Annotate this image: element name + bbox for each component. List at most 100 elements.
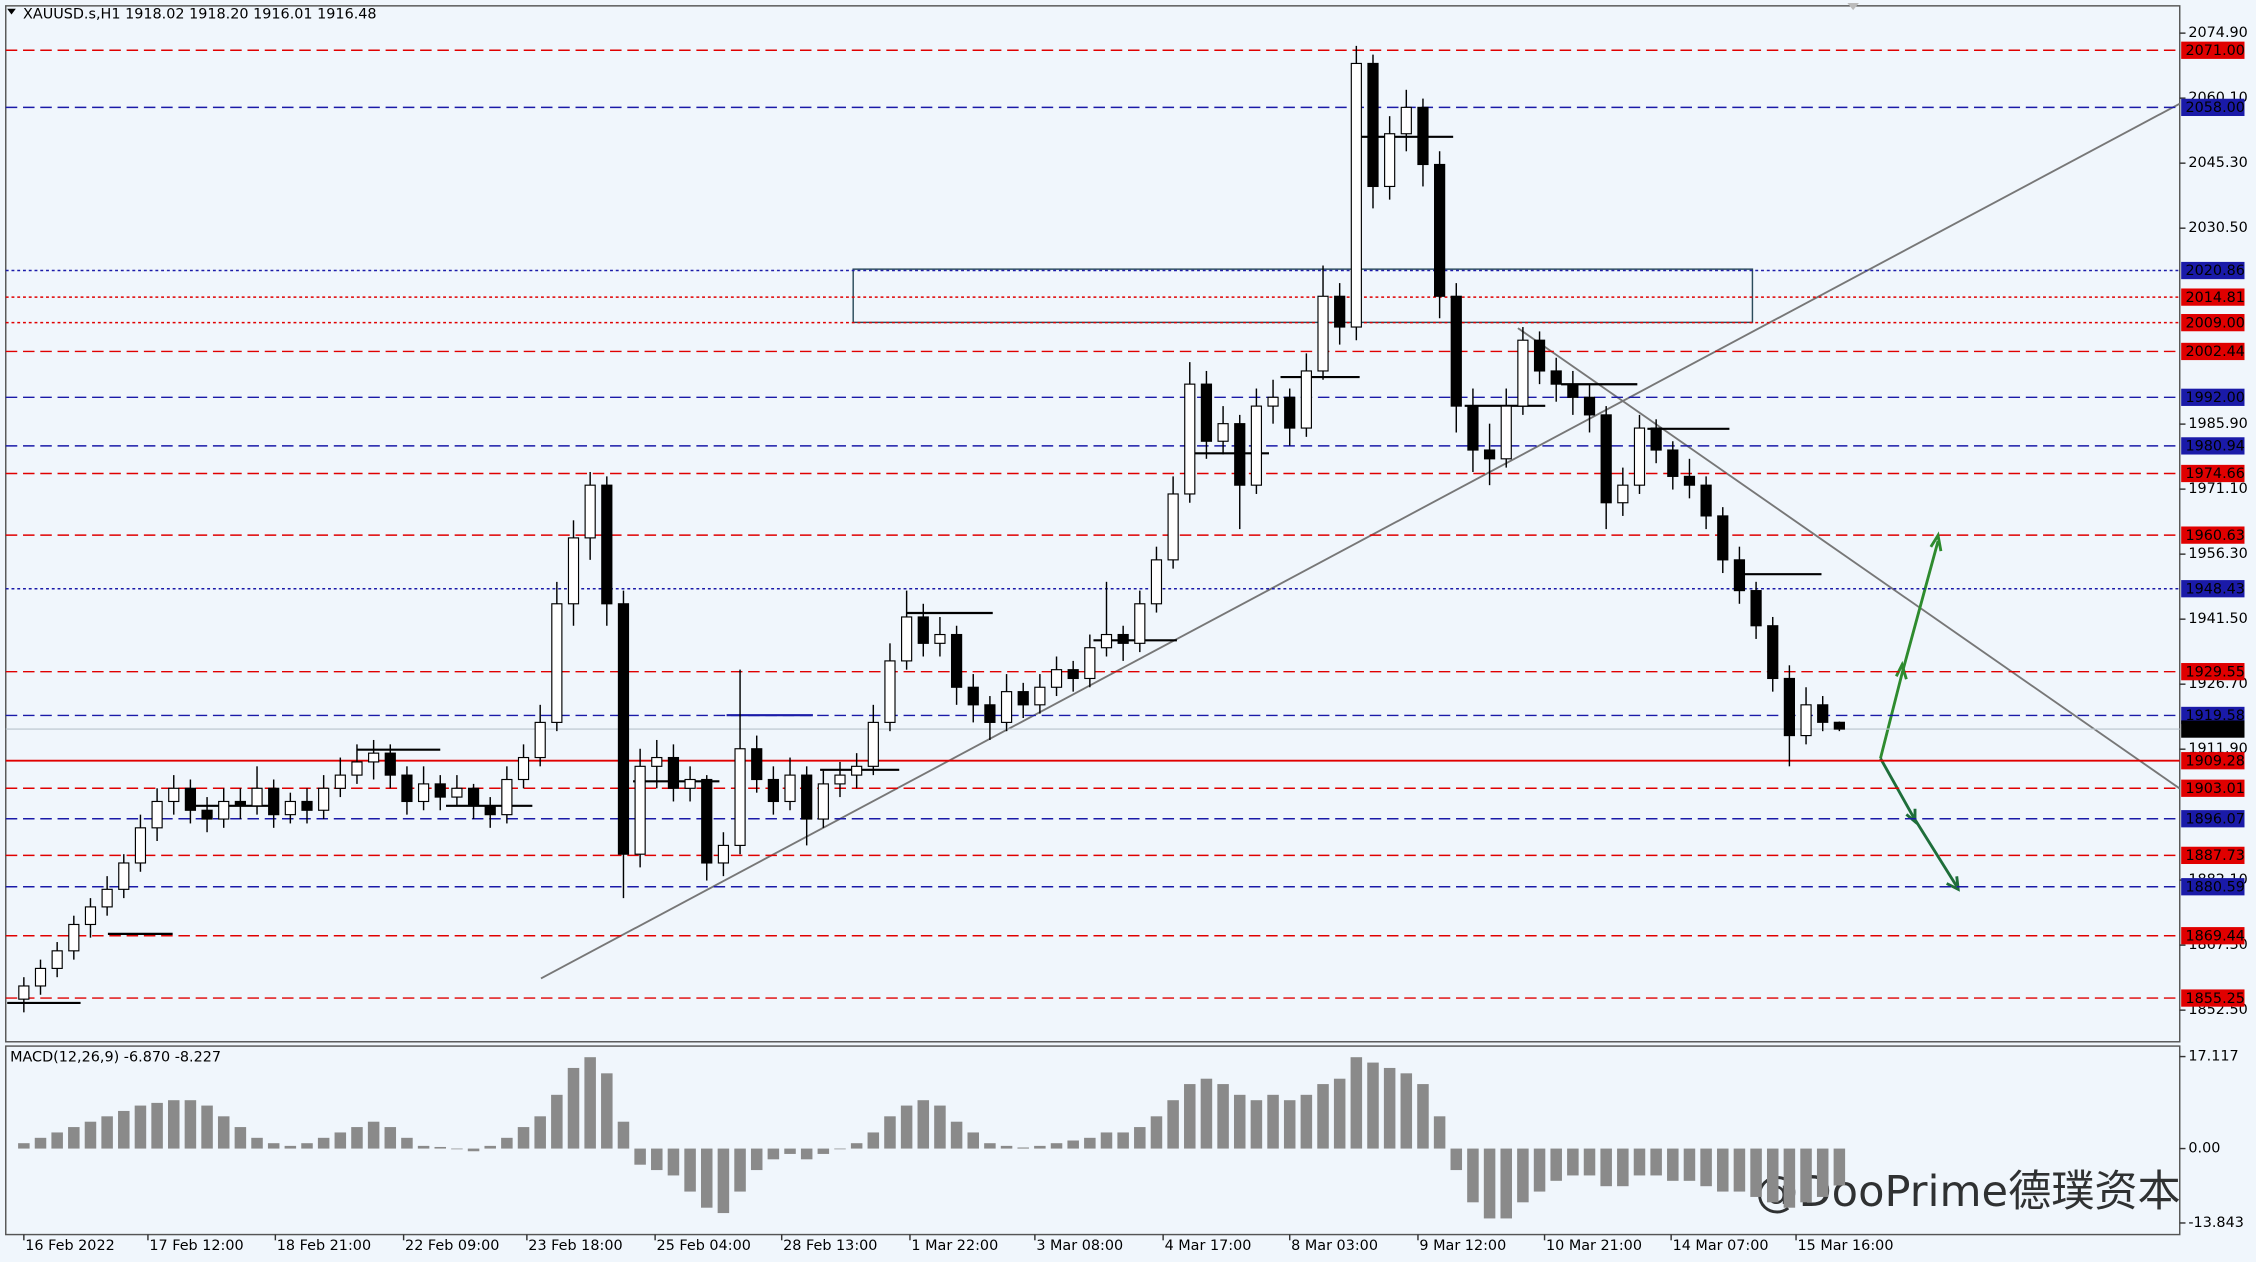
- candle-body: [767, 778, 779, 803]
- candle-body: [1050, 669, 1063, 688]
- macd-bar: [1483, 1148, 1496, 1219]
- macd-bar: [334, 1132, 347, 1149]
- candle-body: [284, 800, 296, 816]
- macd-bar: [567, 1067, 580, 1149]
- candle-body: [917, 616, 929, 644]
- macd-bar: [1700, 1148, 1712, 1187]
- level-label: 1909.28: [2186, 753, 2245, 769]
- macd-bar: [584, 1057, 596, 1149]
- macd-bar: [1783, 1148, 1796, 1208]
- candle-body: [1067, 669, 1079, 680]
- candle-body: [1733, 559, 1746, 592]
- candle-body: [1350, 62, 1362, 328]
- macd-bar: [1167, 1100, 1179, 1149]
- candle-body: [884, 660, 896, 723]
- macd-bar: [1600, 1148, 1612, 1187]
- candle-body: [651, 756, 663, 767]
- candle-body: [151, 800, 163, 829]
- macd-y-tick-label: -13.843: [2188, 1215, 2244, 1231]
- macd-bar: [1717, 1148, 1729, 1192]
- candle-body: [834, 774, 846, 785]
- macd-bar: [750, 1148, 763, 1171]
- macd-bar: [267, 1143, 280, 1149]
- macd-label: MACD(12,26,9) -6.870 -8.227: [10, 1050, 221, 1066]
- candle-body: [867, 721, 879, 767]
- level-label-box: [2181, 388, 2245, 406]
- candle-body: [101, 888, 113, 908]
- macd-bar: [1100, 1132, 1113, 1149]
- macd-bar: [917, 1100, 930, 1149]
- x-tick-label: 3 Mar 08:00: [1036, 1238, 1123, 1254]
- candle-body: [784, 774, 796, 803]
- macd-bar: [1733, 1148, 1746, 1192]
- macd-bar: [867, 1132, 880, 1149]
- macd-bar: [18, 1143, 30, 1149]
- candle-body: [51, 950, 63, 969]
- macd-bar: [1766, 1148, 1779, 1203]
- level-label: 2009.00: [2186, 315, 2245, 331]
- level-label-box: [2181, 41, 2245, 59]
- candle-body: [1034, 686, 1046, 706]
- x-tick-label: 23 Feb 18:00: [528, 1238, 622, 1254]
- macd-bar: [984, 1143, 996, 1149]
- level-label: 1980.94: [2186, 439, 2245, 455]
- x-tick-label: 10 Mar 21:00: [1546, 1238, 1642, 1254]
- macd-bar: [1633, 1148, 1646, 1176]
- macd-bar: [1367, 1062, 1379, 1149]
- macd-bar: [1667, 1148, 1679, 1181]
- macd-bar: [1833, 1148, 1846, 1186]
- macd-bar: [317, 1137, 330, 1149]
- level-label-box: [2181, 437, 2245, 455]
- macd-bar: [467, 1148, 480, 1152]
- candle-body: [1583, 396, 1596, 416]
- macd-bar: [234, 1127, 247, 1149]
- candle-body: [268, 787, 280, 816]
- candle-body: [1817, 704, 1829, 723]
- x-tick-label: 22 Feb 09:00: [405, 1238, 499, 1254]
- candle-body: [1767, 625, 1779, 680]
- macd-bar: [1816, 1148, 1829, 1197]
- macd-bar: [784, 1148, 796, 1154]
- level-label: 1929.55: [2186, 664, 2245, 680]
- level-label: 2020.86: [2186, 263, 2245, 279]
- candle-body: [1167, 493, 1179, 561]
- macd-bar: [684, 1148, 696, 1192]
- candle-body: [1450, 295, 1462, 407]
- x-tick-label: 14 Mar 07:00: [1673, 1238, 1769, 1254]
- level-label-box: [2181, 878, 2245, 896]
- candle-body: [667, 756, 680, 789]
- macd-bar: [1517, 1148, 1529, 1203]
- level-label-box: [2181, 663, 2245, 681]
- level-label: 1916.48: [2186, 722, 2245, 738]
- candle-body: [1100, 633, 1113, 649]
- candle-body: [1783, 677, 1796, 737]
- candle-body: [517, 756, 530, 781]
- level-label: 2071.00: [2186, 43, 2245, 59]
- level-label-box: [2181, 98, 2245, 117]
- level-label-box: [2181, 342, 2245, 361]
- macd-bar: [1184, 1084, 1196, 1149]
- level-label: 2014.81: [2186, 290, 2245, 306]
- candle-body: [1234, 423, 1246, 486]
- candle-body: [1683, 475, 1696, 486]
- candle-body: [1650, 427, 1662, 451]
- candle-body: [1600, 414, 1612, 504]
- candle-body: [950, 633, 963, 688]
- candle-body: [1334, 295, 1346, 328]
- y-tick-label: 2030.50: [2188, 220, 2247, 236]
- macd-bar: [1450, 1148, 1463, 1171]
- candle-body: [1617, 484, 1629, 504]
- macd-bar: [617, 1121, 630, 1149]
- macd-bar: [351, 1127, 363, 1149]
- level-label: 1880.59: [2186, 879, 2245, 895]
- macd-bar: [417, 1145, 430, 1149]
- macd-bar: [1433, 1116, 1446, 1149]
- macd-bar: [34, 1137, 47, 1149]
- y-tick-label: 2045.30: [2188, 155, 2247, 171]
- level-label-box: [2181, 779, 2245, 797]
- candle-body: [134, 827, 147, 864]
- candle-body: [1250, 405, 1263, 486]
- macd-bar: [167, 1100, 180, 1149]
- candle-body: [451, 787, 463, 798]
- candle-body: [318, 787, 330, 811]
